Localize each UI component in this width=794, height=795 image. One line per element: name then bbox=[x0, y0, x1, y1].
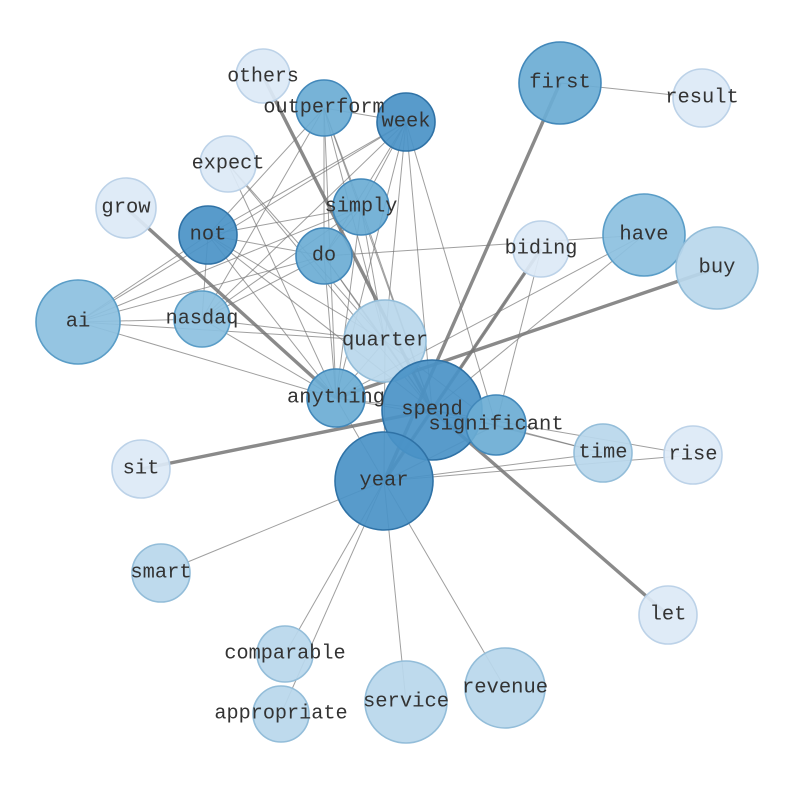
svg-text:time: time bbox=[579, 442, 628, 465]
svg-text:significant: significant bbox=[428, 414, 563, 437]
svg-text:expect: expect bbox=[192, 153, 265, 176]
svg-text:result: result bbox=[665, 87, 738, 110]
svg-text:nasdaq: nasdaq bbox=[166, 308, 239, 331]
svg-text:ai: ai bbox=[66, 311, 91, 334]
svg-text:outperform: outperform bbox=[263, 97, 384, 120]
svg-text:rise: rise bbox=[669, 444, 718, 467]
svg-text:simply: simply bbox=[325, 196, 398, 219]
svg-text:week: week bbox=[382, 111, 431, 134]
svg-text:quarter: quarter bbox=[342, 330, 428, 353]
svg-text:comparable: comparable bbox=[224, 643, 345, 666]
svg-text:have: have bbox=[619, 224, 668, 247]
svg-text:do: do bbox=[312, 245, 336, 268]
svg-text:revenue: revenue bbox=[462, 677, 548, 700]
svg-text:grow: grow bbox=[101, 197, 151, 220]
svg-text:service: service bbox=[363, 691, 449, 714]
svg-text:biding: biding bbox=[505, 238, 578, 261]
svg-text:year: year bbox=[359, 470, 408, 493]
svg-text:let: let bbox=[650, 604, 687, 627]
svg-text:appropriate: appropriate bbox=[214, 703, 347, 726]
svg-text:sit: sit bbox=[123, 458, 160, 481]
svg-text:buy: buy bbox=[699, 257, 736, 280]
svg-text:first: first bbox=[529, 72, 591, 95]
svg-text:others: others bbox=[227, 65, 299, 88]
svg-text:anything: anything bbox=[287, 387, 385, 410]
svg-text:not: not bbox=[190, 224, 227, 247]
svg-text:smart: smart bbox=[130, 562, 191, 585]
